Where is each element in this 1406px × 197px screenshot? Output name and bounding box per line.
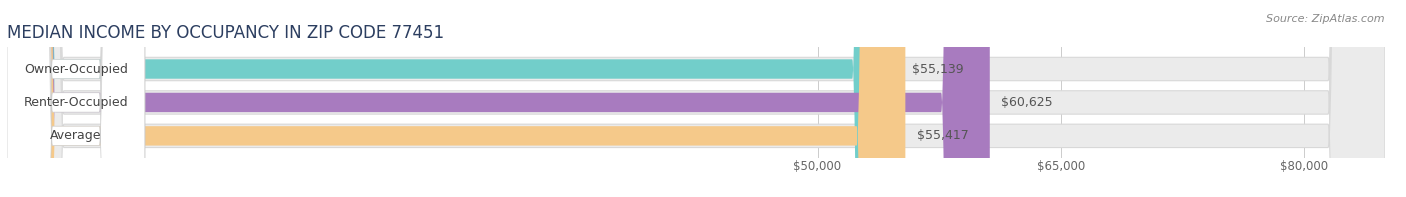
FancyBboxPatch shape (7, 0, 905, 197)
Text: Renter-Occupied: Renter-Occupied (24, 96, 128, 109)
Text: Source: ZipAtlas.com: Source: ZipAtlas.com (1267, 14, 1385, 24)
FancyBboxPatch shape (7, 0, 145, 197)
Text: Average: Average (51, 129, 101, 142)
Text: Owner-Occupied: Owner-Occupied (24, 62, 128, 75)
FancyBboxPatch shape (7, 0, 1385, 197)
FancyBboxPatch shape (7, 0, 901, 197)
Text: $55,417: $55,417 (917, 129, 969, 142)
Text: $60,625: $60,625 (1001, 96, 1053, 109)
FancyBboxPatch shape (7, 0, 145, 197)
Text: $55,139: $55,139 (912, 62, 965, 75)
FancyBboxPatch shape (7, 0, 1385, 197)
FancyBboxPatch shape (7, 0, 990, 197)
FancyBboxPatch shape (7, 0, 1385, 197)
Text: MEDIAN INCOME BY OCCUPANCY IN ZIP CODE 77451: MEDIAN INCOME BY OCCUPANCY IN ZIP CODE 7… (7, 24, 444, 42)
FancyBboxPatch shape (7, 0, 145, 197)
